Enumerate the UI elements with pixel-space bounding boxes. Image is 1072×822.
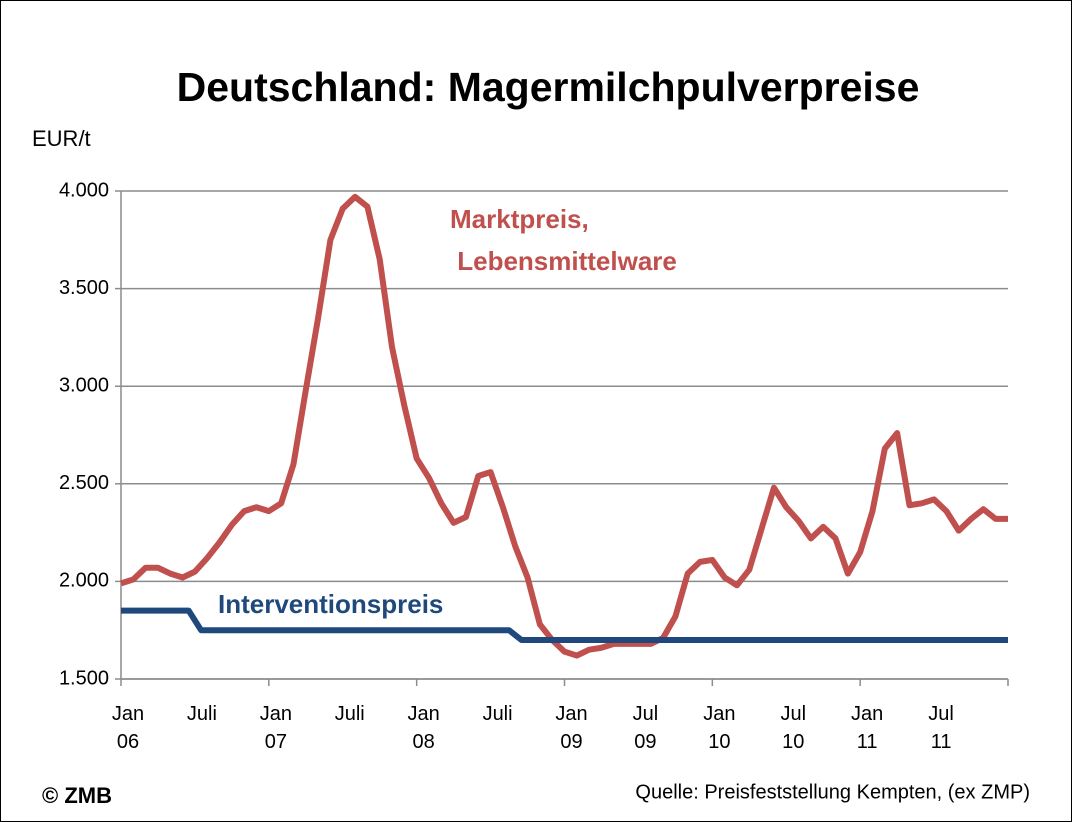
- x-tick-label: Jul 09: [632, 703, 659, 753]
- line-series: [120, 193, 1008, 659]
- x-tick-label: Juli: [334, 703, 365, 725]
- chart-title: Deutschland: Magermilchpulverpreise: [177, 64, 920, 110]
- x-tick-label: Jan 10: [703, 703, 736, 753]
- copyright: © ZMB: [42, 783, 112, 808]
- line-series: [121, 607, 1008, 643]
- x-tick-label: Jan 11: [851, 703, 884, 753]
- y-tick-label: 1.500: [59, 667, 109, 689]
- y-tick-label: 2.000: [59, 570, 109, 592]
- x-tick-label: Juli: [186, 703, 217, 725]
- x-tick-label: Jan 06: [111, 703, 145, 753]
- x-tick-label: Jul 10: [780, 703, 807, 753]
- x-tick-label: Juli: [482, 703, 513, 725]
- y-tick-label: 3.000: [59, 374, 109, 396]
- y-axis-label: EUR/t: [32, 126, 91, 151]
- series-label: Marktpreis, Lebensmittelware: [450, 204, 677, 276]
- source: Quelle: Preisfeststellung Kempten, (ex Z…: [635, 781, 1030, 803]
- x-tick-label: Jan 09: [555, 703, 588, 753]
- x-tick-label: Jan 08: [407, 703, 440, 753]
- y-tick-label: 3.500: [59, 277, 109, 299]
- x-tick-label: Jan 07: [259, 703, 292, 753]
- y-tick-label: 2.500: [59, 472, 109, 494]
- y-tick-label: 4.000: [59, 179, 109, 201]
- series-label: Interventionspreis: [218, 589, 444, 619]
- x-tick-label: Jul 11: [928, 703, 954, 753]
